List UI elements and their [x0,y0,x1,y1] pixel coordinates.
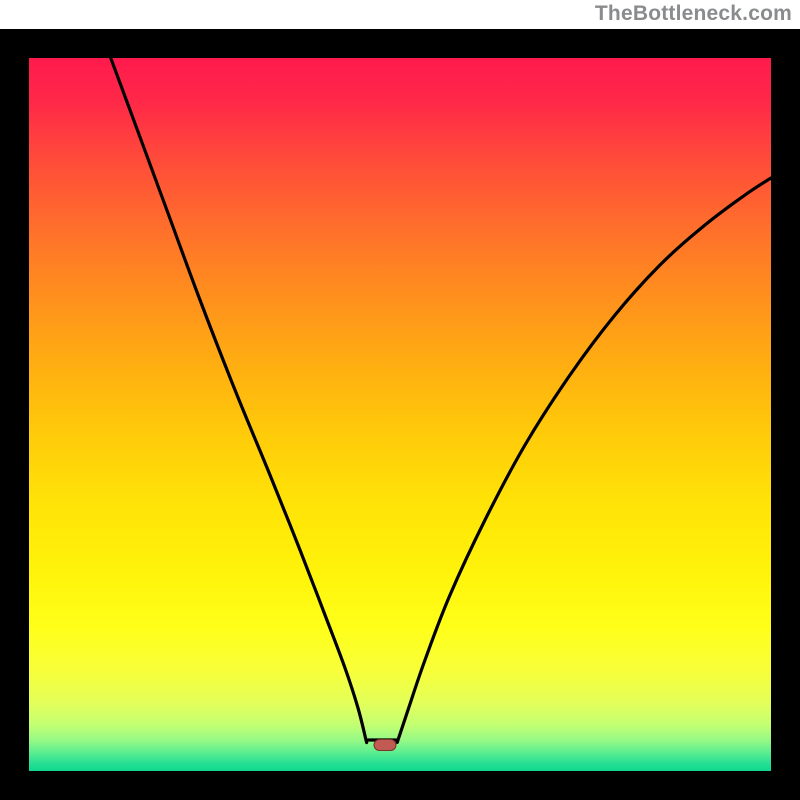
watermark-label: TheBottleneck.com [595,2,792,26]
chart-frame: TheBottleneck.com [0,0,800,800]
plot-container [0,0,800,800]
bottleneck-chart-svg [0,0,800,800]
optimum-marker [374,740,396,751]
plot-background-gradient [29,58,771,771]
